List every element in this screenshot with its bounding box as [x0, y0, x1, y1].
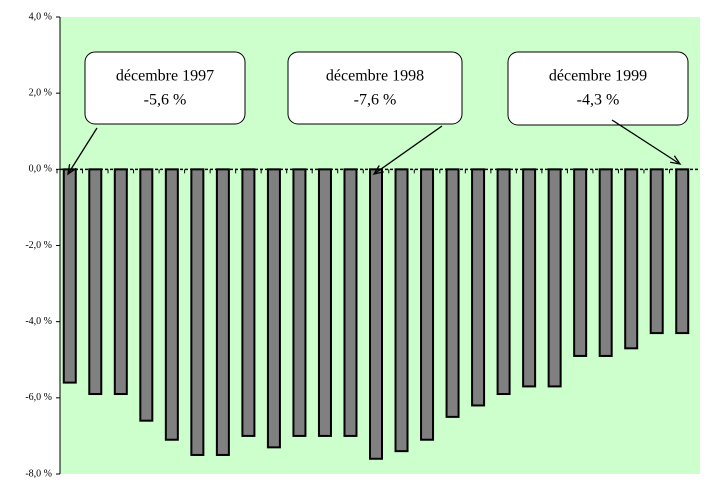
- bar: [445, 168, 460, 418]
- arrow-head: [67, 164, 77, 176]
- bar: [190, 168, 205, 456]
- callout-arrow: [373, 125, 443, 175]
- bar: [547, 168, 562, 388]
- bar: [266, 168, 281, 449]
- y-tick-label: -4,0 %: [25, 316, 52, 327]
- callout-text: -7,6 %: [354, 92, 397, 109]
- arrow-head: [372, 165, 384, 175]
- callout-arrow: [611, 119, 681, 165]
- bar: [496, 168, 511, 396]
- bar: [598, 168, 613, 357]
- bar: [394, 168, 409, 453]
- bar: [624, 168, 639, 350]
- bar: [675, 168, 690, 335]
- bar: [343, 168, 358, 437]
- y-tick-label: -6,0 %: [25, 392, 52, 403]
- callout-title: décembre 1997: [116, 68, 214, 85]
- callout-box: [84, 51, 246, 125]
- callout-box: [287, 51, 463, 125]
- bar: [139, 168, 154, 422]
- bar: [471, 168, 486, 407]
- bar: [62, 168, 77, 384]
- y-tick-label: -8,0 %: [25, 468, 52, 479]
- bar: [369, 168, 383, 460]
- callout-title: décembre 1999: [549, 68, 647, 85]
- bar: [113, 168, 128, 396]
- y-tick-label: 0,0 %: [29, 164, 52, 175]
- bar: [215, 168, 230, 456]
- callout-title: décembre 1998: [326, 68, 424, 85]
- bar: [522, 168, 537, 388]
- bar: [88, 168, 103, 396]
- callout-box: [507, 51, 689, 126]
- bar: [292, 168, 307, 437]
- callout-text: -4,3 %: [577, 92, 620, 109]
- y-tick-label: 2,0 %: [29, 87, 52, 98]
- bar: [573, 168, 588, 357]
- bar: [317, 168, 332, 437]
- bar: [241, 168, 256, 437]
- callout-text: -5,6 %: [144, 92, 187, 109]
- y-tick-label: -2,0 %: [25, 240, 52, 251]
- bar: [164, 168, 179, 441]
- bar: [649, 168, 664, 335]
- y-tick-label: 4,0 %: [29, 11, 52, 22]
- callout-arrow: [67, 127, 98, 175]
- bar: [420, 168, 435, 441]
- arrow-head: [670, 155, 682, 165]
